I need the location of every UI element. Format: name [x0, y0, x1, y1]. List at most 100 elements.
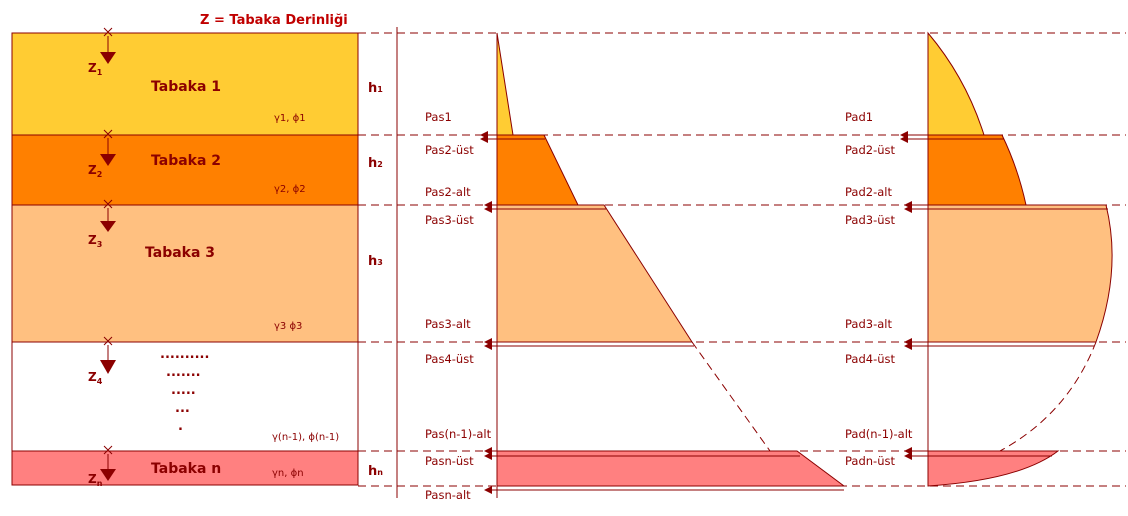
- thickness-column: h1 h2 h3 hn: [368, 27, 398, 498]
- layer-2-band: [11, 134, 359, 206]
- svg-text:Pas2-üst: Pas2-üst: [425, 143, 474, 157]
- z-marker-n: Zn: [88, 445, 116, 488]
- pad-6-main: P: [845, 352, 852, 366]
- pad-8-main: P: [845, 454, 852, 468]
- z-marker-1: Z1: [88, 27, 116, 77]
- arrow-left-icon: [904, 205, 912, 213]
- passive-continuation: [691, 341, 771, 452]
- svg-text:Pas3-alt: Pas3-alt: [425, 317, 471, 331]
- passive-layer-2: [496, 134, 579, 206]
- dots-row-1: ..........: [160, 347, 209, 362]
- svg-text:Pad3-alt: Pad3-alt: [845, 317, 892, 331]
- passive-layer-3: [496, 204, 693, 343]
- passive-arrow-4: [484, 205, 500, 213]
- z-marker-4: Z4: [88, 336, 116, 386]
- active-layer-3: [927, 204, 1113, 343]
- pas-2-sub: as2-üst: [431, 143, 474, 157]
- pas-8-main: P: [425, 454, 432, 468]
- layer-2-param: γ2, ϕ2: [274, 184, 306, 195]
- passive-pressure-diagram: [496, 32, 846, 498]
- z-4-sub: 4: [97, 377, 103, 386]
- passive-labels: Pas1 Pas2-üst Pas2-alt Pas3-üst Pas3-alt…: [425, 110, 492, 502]
- svg-text:hn: hn: [368, 464, 383, 479]
- pas-3-main: P: [425, 185, 432, 199]
- z-1-main: Z: [88, 61, 97, 75]
- active-pressure-diagram: [927, 31, 1113, 487]
- svg-text:Pad1: Pad1: [845, 110, 873, 124]
- svg-text:Pad2-üst: Pad2-üst: [845, 143, 896, 157]
- z-arrow-icon: [100, 360, 116, 374]
- svg-text:Pas1: Pas1: [425, 110, 452, 124]
- svg-text:Pas2-alt: Pas2-alt: [425, 185, 471, 199]
- layer-n1-param: γ(n-1), ϕ(n-1): [272, 432, 339, 443]
- pas-5-main: P: [425, 317, 432, 331]
- arrow-left-icon: [484, 342, 492, 350]
- svg-text:Pad(n-1)-alt: Pad(n-1)-alt: [845, 427, 913, 441]
- pad-1-main: P: [845, 110, 852, 124]
- pad-5-main: P: [845, 317, 852, 331]
- z-arrow-icon: [100, 52, 116, 64]
- svg-text:Pas4-üst: Pas4-üst: [425, 352, 474, 366]
- active-layer-1: [927, 31, 985, 136]
- layer-3-param: γ3 ϕ3: [274, 321, 302, 332]
- svg-text:h1: h1: [368, 81, 383, 96]
- pas-2-main: P: [425, 143, 432, 157]
- arrow-left-icon: [904, 452, 912, 460]
- active-layer-n: [927, 450, 1060, 487]
- svg-text:Pad3-üst: Pad3-üst: [845, 213, 896, 227]
- pad-5-sub: ad3-alt: [851, 317, 892, 331]
- arrow-left-icon: [904, 342, 912, 350]
- layer-3-name: Tabaka 3: [145, 245, 215, 261]
- pas-4-main: P: [425, 213, 432, 227]
- z-n-sub: n: [97, 479, 103, 488]
- pas-1-sub: as1: [431, 110, 451, 124]
- pas-9-sub: asn-alt: [431, 488, 471, 502]
- passive-arrow-6: [484, 342, 500, 350]
- layer-gap-band: [11, 341, 359, 452]
- svg-text:Z2: Z2: [88, 163, 102, 179]
- pad-2-sub: ad2-üst: [851, 143, 895, 157]
- svg-text:Pasn-alt: Pasn-alt: [425, 488, 471, 502]
- pad-1-sub: ad1: [851, 110, 873, 124]
- passive-layer-1: [496, 32, 514, 136]
- z-3-main: Z: [88, 233, 97, 247]
- arrow-left-icon: [484, 205, 492, 213]
- pad-3-main: P: [845, 185, 852, 199]
- pad-4-sub: ad3-üst: [851, 213, 895, 227]
- layer-n-param: γn, ϕn: [272, 468, 304, 479]
- svg-text:Z3: Z3: [88, 233, 102, 249]
- svg-text:h2: h2: [368, 156, 383, 171]
- svg-text:Z1: Z1: [88, 61, 103, 77]
- z-3-sub: 3: [97, 240, 103, 249]
- layer-n-name: Tabaka n: [151, 461, 221, 477]
- layer-n-band: [11, 450, 359, 486]
- z-arrow-icon: [100, 469, 116, 481]
- diagram-title: Z = Tabaka Derinliği: [200, 13, 348, 28]
- svg-text:Z4: Z4: [88, 370, 103, 386]
- active-continuation: [999, 341, 1097, 452]
- h-n-main: h: [368, 464, 377, 479]
- z-n-main: Z: [88, 472, 97, 486]
- pas-1-main: P: [425, 110, 432, 124]
- h-1-sub: 1: [377, 85, 383, 94]
- z-marker-3: Z3: [88, 199, 116, 249]
- h-2-main: h: [368, 156, 377, 171]
- h-3-sub: 3: [377, 258, 383, 267]
- pad-4-main: P: [845, 213, 852, 227]
- arrow-left-icon: [900, 135, 908, 143]
- h-3-main: h: [368, 254, 377, 269]
- layer-2-name: Tabaka 2: [151, 153, 221, 169]
- layer-1-band: [11, 32, 359, 136]
- z-2-sub: 2: [97, 170, 103, 179]
- h-1-main: h: [368, 81, 377, 96]
- active-arrow-4: [904, 205, 930, 213]
- active-arrow-8: [904, 452, 930, 460]
- pad-6-sub: ad4-üst: [851, 352, 895, 366]
- active-arrow-2: [900, 135, 930, 143]
- z-arrow-icon: [100, 221, 116, 232]
- passive-arrow-8: [484, 452, 500, 460]
- pad-7-sub: ad(n-1)-alt: [851, 427, 912, 441]
- svg-text:Pad4-üst: Pad4-üst: [845, 352, 896, 366]
- passive-arrow-2: [480, 135, 500, 143]
